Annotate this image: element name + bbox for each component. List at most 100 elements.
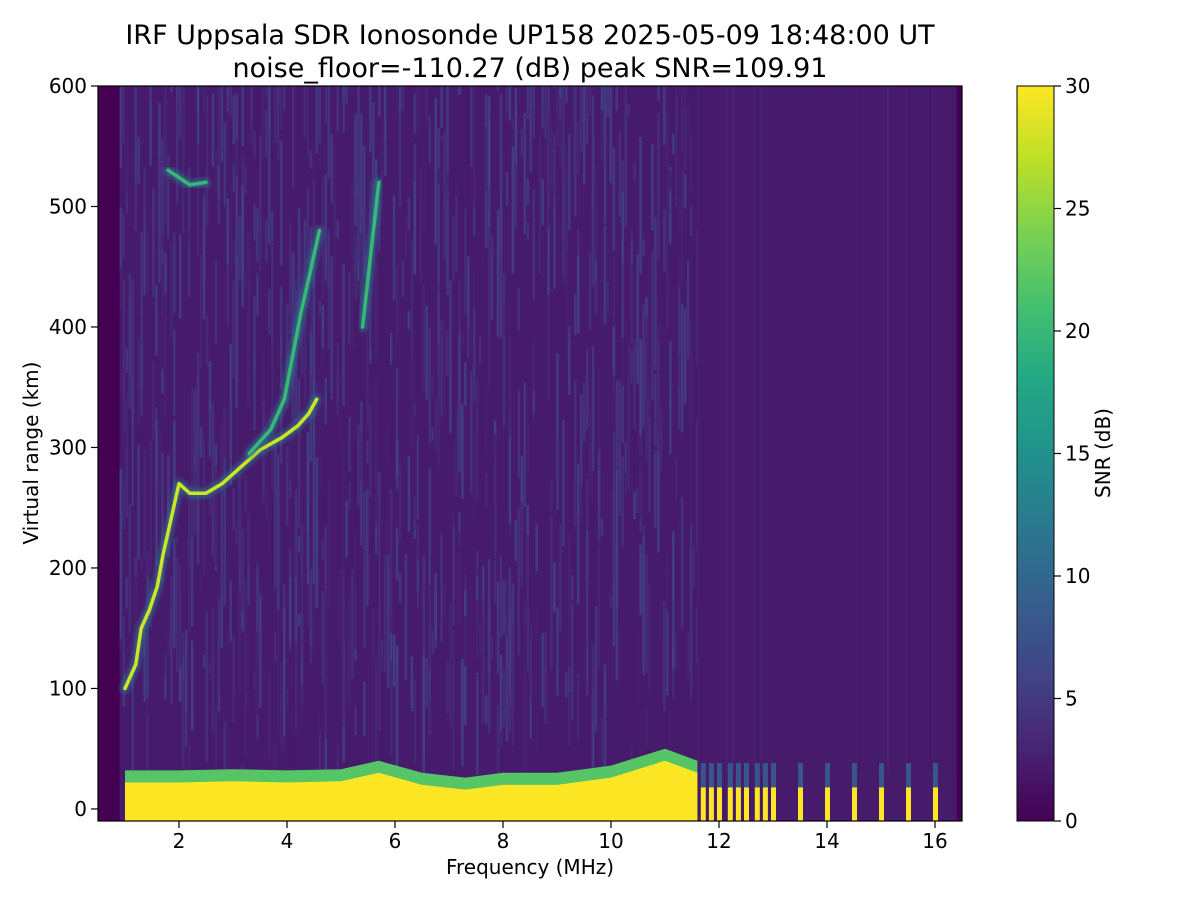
noise-streak	[309, 374, 313, 399]
noise-streak	[627, 104, 630, 117]
noise-streak	[241, 86, 244, 147]
noise-streak	[645, 706, 648, 749]
noise-streak	[520, 128, 524, 158]
noise-streak	[674, 634, 678, 670]
y-tick-label: 500	[49, 194, 87, 218]
noise-streak	[330, 133, 333, 203]
noise-streak	[244, 166, 247, 195]
noise-streak	[630, 228, 633, 344]
noise-streak	[351, 86, 354, 94]
noise-streak	[309, 149, 313, 170]
noise-streak	[413, 93, 417, 134]
noise-streak	[541, 232, 544, 292]
noise-streak	[250, 86, 253, 131]
noise-streak	[571, 575, 574, 601]
noise-streak	[306, 86, 310, 158]
noise-streak	[478, 624, 482, 654]
noise-streak	[455, 411, 458, 497]
noise-streak	[300, 684, 304, 710]
noise-streak	[452, 361, 455, 452]
noise-streak	[318, 731, 322, 780]
noise-streak	[624, 101, 627, 228]
noise-streak	[585, 113, 589, 144]
noise-streak	[324, 377, 328, 425]
noise-streak	[532, 189, 535, 301]
noise-streak	[140, 232, 143, 316]
noise-streak	[366, 489, 369, 606]
noise-streak	[591, 345, 595, 471]
noise-streak	[585, 86, 589, 114]
noise-streak	[585, 583, 589, 696]
noise-streak	[226, 197, 230, 324]
noise-streak	[184, 633, 188, 748]
noise-streak	[455, 190, 458, 272]
noise-streak	[565, 672, 568, 699]
hf-spike-fringe	[933, 763, 938, 788]
noise-streak	[550, 480, 553, 512]
noise-streak	[122, 279, 126, 433]
noise-streak	[410, 537, 414, 551]
noise-streak	[268, 516, 271, 557]
noise-streak	[464, 362, 467, 406]
noise-streak	[140, 86, 143, 144]
noise-streak	[476, 672, 479, 776]
noise-streak	[354, 114, 357, 227]
noise-streak	[499, 731, 503, 744]
noise-streak	[636, 253, 639, 384]
noise-streak	[193, 428, 197, 535]
noise-streak	[220, 486, 224, 590]
noise-streak	[285, 446, 289, 526]
noise-streak	[458, 531, 461, 629]
noise-streak	[562, 419, 565, 547]
noise-streak	[597, 545, 601, 669]
colorbar-tick-label: 10	[1065, 564, 1090, 588]
noise-streak	[502, 86, 506, 150]
noise-streak	[732, 86, 735, 773]
noise-streak	[660, 407, 663, 457]
noise-streak	[279, 396, 283, 463]
noise-streak	[556, 412, 559, 510]
noise-streak	[556, 606, 559, 696]
noise-streak	[155, 419, 158, 567]
noise-streak	[571, 86, 574, 179]
noise-streak	[452, 124, 455, 211]
noise-streak	[238, 215, 241, 281]
noise-streak	[416, 86, 420, 205]
echo-trace	[166, 168, 208, 187]
noise-streak	[375, 379, 378, 525]
noise-streak	[452, 437, 455, 523]
noise-streak	[686, 102, 690, 160]
noise-streak	[235, 93, 238, 140]
noise-streak	[253, 296, 256, 430]
noise-streak	[170, 86, 173, 93]
noise-streak	[348, 482, 351, 510]
noise-streak	[244, 666, 247, 758]
noise-streak	[422, 655, 426, 773]
noise-streak	[321, 178, 325, 300]
noise-streak	[532, 439, 535, 541]
noise-streak	[271, 211, 274, 242]
noise-streak	[576, 674, 580, 742]
noise-streak	[277, 86, 280, 107]
noise-streak	[363, 491, 366, 648]
noise-streak	[146, 679, 149, 780]
noise-streak	[553, 133, 556, 210]
noise-streak	[297, 536, 301, 553]
noise-streak	[179, 564, 182, 692]
noise-streak	[122, 86, 126, 143]
noise-streak	[505, 395, 509, 462]
noise-streak	[568, 134, 571, 231]
noise-streak	[639, 339, 642, 445]
chart-title: IRF Uppsala SDR Ionosonde UP158 2025-05-…	[125, 20, 935, 51]
noise-streak	[594, 281, 598, 317]
noise-streak	[642, 534, 645, 676]
hf-spike	[852, 787, 857, 821]
noise-streak	[324, 174, 328, 282]
colorbar-tick-label: 5	[1065, 687, 1078, 711]
noise-streak	[268, 676, 271, 755]
noise-streak	[425, 305, 429, 400]
noise-streak	[167, 367, 170, 451]
heatmap-noise	[119, 86, 953, 785]
noise-streak	[443, 321, 446, 415]
noise-streak	[119, 86, 123, 168]
